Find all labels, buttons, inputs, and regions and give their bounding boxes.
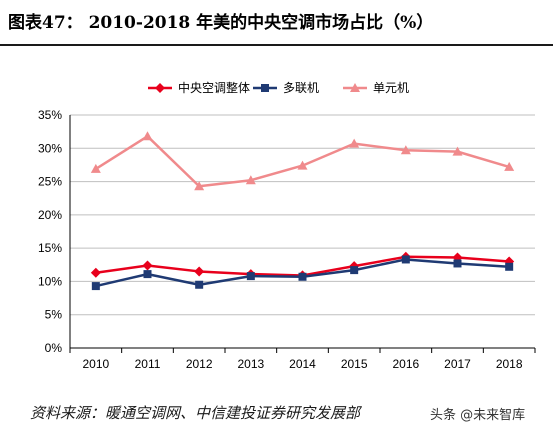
source-note: 资料来源：暖通空调网、中信建投证券研究发展部: [30, 404, 361, 422]
data-point: [400, 145, 411, 155]
x-tick-label: 2012: [186, 357, 213, 371]
y-tick-label: 35%: [38, 108, 62, 122]
legend-item-3: 单元机: [343, 81, 409, 95]
data-point: [90, 267, 101, 278]
data-point: [504, 161, 515, 171]
x-tick-label: 2015: [341, 357, 368, 371]
data-point: [91, 282, 100, 291]
data-point: [350, 266, 359, 275]
legend-label: 多联机: [283, 81, 319, 95]
data-point: [90, 163, 101, 173]
y-tick-label: 30%: [38, 141, 62, 155]
legend: 中央空调整体 多联机 单元机: [148, 80, 409, 95]
data-point: [298, 272, 307, 281]
data-point: [142, 131, 153, 141]
data-point: [194, 181, 205, 191]
data-point: [401, 255, 410, 264]
x-tick-label: 2013: [237, 357, 264, 371]
y-tick-label: 5%: [45, 308, 63, 322]
legend-label: 单元机: [373, 81, 409, 95]
series-3: [90, 131, 515, 191]
data-point: [297, 160, 308, 170]
series-layer: [90, 131, 515, 291]
x-tick-label: 2016: [392, 357, 419, 371]
y-tick-label: 0%: [45, 341, 63, 355]
x-tick-label: 2018: [496, 357, 523, 371]
x-tick-label: 2014: [289, 357, 316, 371]
y-tick-label: 25%: [38, 175, 62, 189]
y-tick-label: 10%: [38, 274, 62, 288]
series-2: [91, 255, 514, 291]
gridlines: [70, 114, 535, 316]
x-tick-label: 2010: [82, 357, 109, 371]
data-point: [453, 259, 462, 268]
data-point: [195, 280, 204, 289]
title-divider: [0, 44, 553, 46]
legend-marker: [261, 84, 269, 92]
y-axis: 0% 5% 10% 15% 20% 25% 30% 35%: [38, 108, 71, 355]
x-tick-label: 2011: [135, 357, 161, 371]
data-point: [245, 175, 256, 185]
legend-item-1: 中央空调整体: [148, 80, 250, 95]
data-point: [143, 270, 152, 279]
x-axis: 2010 2011 2012 2013 2014 2015 2016 2017 2018: [69, 347, 536, 371]
y-tick-label: 20%: [38, 208, 62, 222]
chart-title: 图表47： 2010-2018 年美的中央空调市场占比（%）: [8, 13, 434, 33]
data-point: [142, 260, 153, 271]
y-tick-label: 15%: [38, 241, 62, 255]
legend-marker: [350, 83, 360, 92]
data-point: [194, 266, 205, 277]
x-tick-label: 2017: [444, 357, 471, 371]
legend-item-2: 多联机: [253, 81, 319, 95]
data-point: [452, 146, 463, 156]
data-point: [246, 272, 255, 281]
legend-label: 中央空调整体: [178, 80, 250, 95]
legend-marker: [155, 83, 165, 93]
data-point: [349, 138, 360, 148]
data-point: [505, 262, 514, 271]
watermark: 头条 @未来智库: [430, 408, 526, 423]
